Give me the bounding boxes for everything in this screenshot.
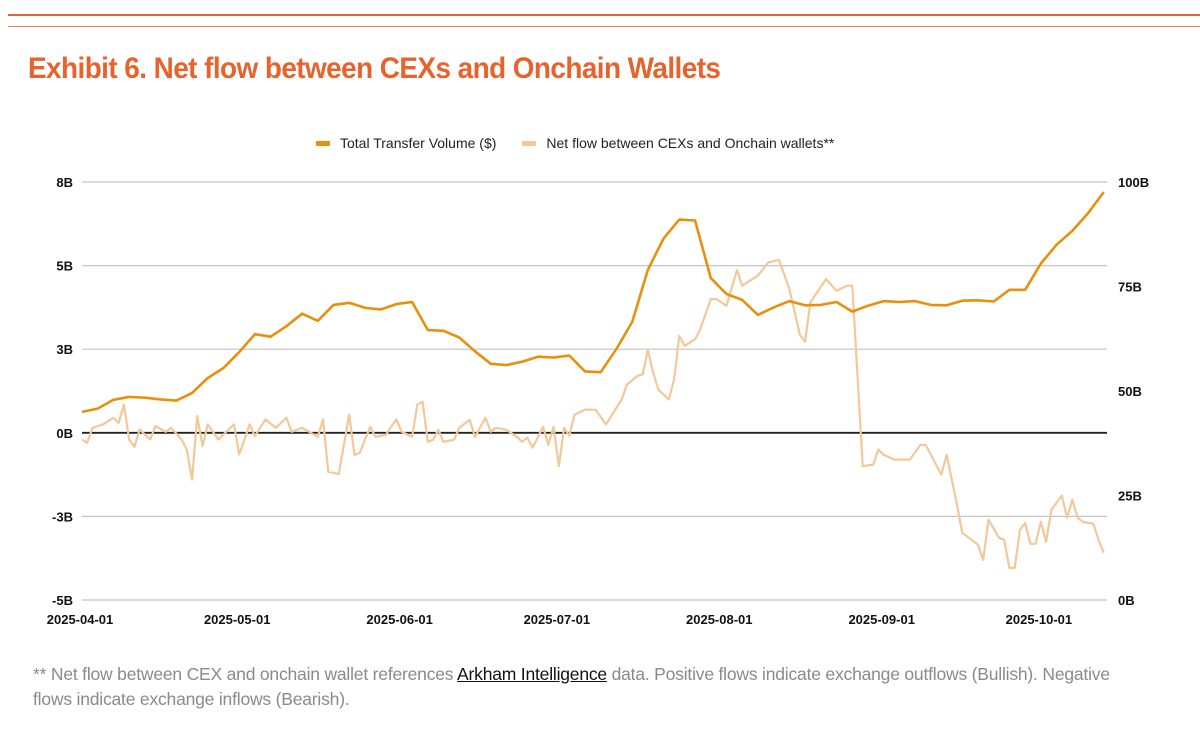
x-axis-tick-label: 2025-10-01 xyxy=(1006,612,1073,627)
x-axis-tick-label: 2025-09-01 xyxy=(848,612,915,627)
footnote: ** Net flow between CEX and onchain wall… xyxy=(33,662,1133,712)
right-axis-tick-label: 25B xyxy=(1118,489,1142,504)
left-axis-tick-label: 0B xyxy=(56,426,73,441)
net-flow-line xyxy=(81,258,1105,570)
right-axis-tick-label: 75B xyxy=(1118,280,1142,295)
series-lines xyxy=(81,191,1105,570)
legend-label-net-flow: Net flow between CEXs and Onchain wallet… xyxy=(546,135,835,151)
footnote-prefix: ** Net flow between CEX and onchain wall… xyxy=(33,664,458,684)
left-axis-tick-label: 5B xyxy=(56,259,73,274)
left-axis-tick-label: -5B xyxy=(52,593,73,608)
right-axis-tick-label: 0B xyxy=(1118,593,1135,608)
chart-legend: Total Transfer Volume ($) Net flow betwe… xyxy=(316,135,834,151)
legend-item-net-flow: Net flow between CEXs and Onchain wallet… xyxy=(522,135,834,151)
left-axis-tick-label: 8B xyxy=(56,175,73,190)
left-axis-tick-label: -3B xyxy=(52,509,73,524)
gridlines xyxy=(82,181,1107,601)
top-rule-thin xyxy=(8,26,1200,27)
chart-plot: 8B 5B 3B 0B -3B -5B 100B 75B 50B 25B 0B 2025-04-0… xyxy=(47,175,1149,627)
legend-item-total-volume: Total Transfer Volume ($) xyxy=(316,135,496,151)
x-axis-tick-label: 2025-07-01 xyxy=(524,612,591,627)
left-axis-tick-label: 3B xyxy=(56,342,73,357)
x-axis-tick-label: 2025-04-01 xyxy=(47,612,114,627)
legend-label-total-volume: Total Transfer Volume ($) xyxy=(340,135,497,151)
x-axis-tick-label: 2025-08-01 xyxy=(686,612,753,627)
top-rule-thick xyxy=(8,14,1200,16)
x-axis-tick-label: 2025-05-01 xyxy=(204,612,271,627)
footnote-suffix: data. Positive flows indicate exchange o… xyxy=(33,664,1110,709)
total-transfer-volume-line xyxy=(81,191,1105,414)
arkham-intelligence-link[interactable]: Arkham Intelligence xyxy=(457,664,607,684)
legend-swatch-net-flow xyxy=(522,140,537,146)
right-axis-ticks: 100B 75B 50B 25B 0B xyxy=(1118,175,1149,608)
x-axis-tick-label: 2025-06-01 xyxy=(366,612,433,627)
right-axis-tick-label: 100B xyxy=(1118,175,1149,190)
exhibit-title: Exhibit 6. Net flow between CEXs and Onc… xyxy=(28,52,721,85)
left-axis-ticks: 8B 5B 3B 0B -3B -5B xyxy=(52,175,73,608)
x-axis-ticks: 2025-04-01 2025-05-01 2025-06-01 2025-07-01… xyxy=(47,612,1072,627)
legend-swatch-total-volume xyxy=(316,140,330,146)
right-axis-tick-label: 50B xyxy=(1118,384,1142,399)
